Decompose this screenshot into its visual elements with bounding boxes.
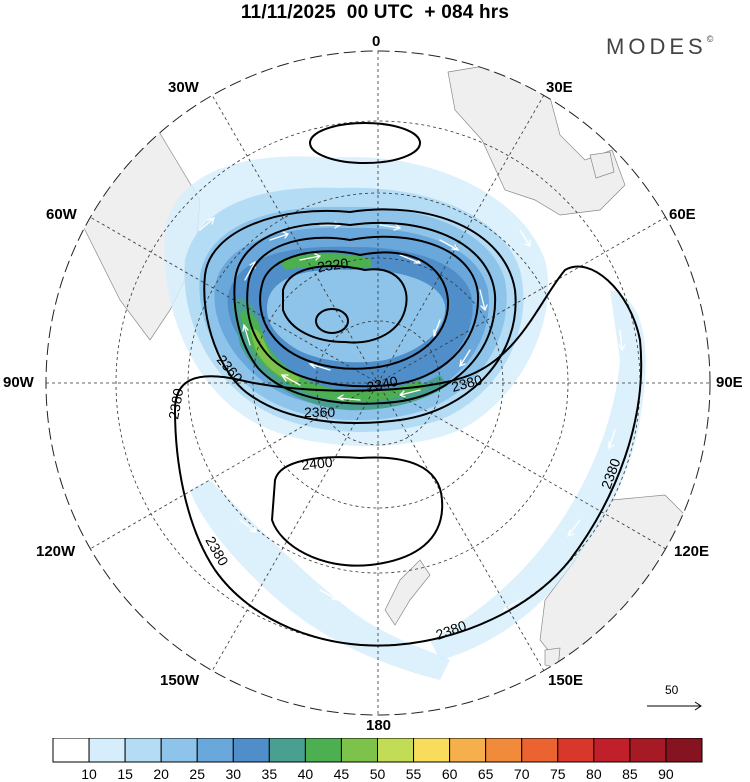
colorbar-swatch <box>268 738 306 763</box>
colorbar-swatch <box>413 738 451 763</box>
height-contours <box>173 122 643 647</box>
lon-label-0: 0 <box>372 33 381 50</box>
wind-vector <box>398 389 421 398</box>
shade-east-band <box>430 290 646 660</box>
colorbar-tick-label: 85 <box>622 766 638 782</box>
contour-low-center <box>315 308 349 334</box>
shade-40 <box>232 298 448 411</box>
colorbar-tick-label: 45 <box>333 766 350 782</box>
contour-2400 <box>270 456 444 567</box>
wind-vector <box>459 349 471 368</box>
colorbar-tick-label: 70 <box>513 766 530 782</box>
contour-label: 2360 <box>304 404 335 420</box>
contour-label: 2340 <box>365 373 399 395</box>
colorbar-swatch <box>340 738 379 763</box>
colorbar-tick-label: 10 <box>81 766 97 782</box>
colorbar-tick-label: 15 <box>117 766 133 782</box>
colorbar-swatch <box>196 738 234 763</box>
map-boundary <box>45 50 711 716</box>
lon-label-30e: 30E <box>546 79 573 96</box>
copyright-mark: © <box>706 34 714 44</box>
contour-label: 2380 <box>165 387 186 421</box>
contour-high-north <box>309 122 421 164</box>
colorbar-swatch <box>88 738 126 763</box>
colorbar-swatch <box>304 738 342 763</box>
land-madagascar <box>589 151 615 179</box>
colorbar-tick-label: 80 <box>586 766 602 782</box>
colorbar-tick-label: 40 <box>297 766 314 782</box>
colorbar-swatch <box>629 738 667 763</box>
contour-2350 <box>233 221 497 405</box>
wind-vector <box>299 253 322 261</box>
lon-label-180: 180 <box>366 717 392 734</box>
colorbar-tick-label: 35 <box>261 766 278 782</box>
lon-label-150w: 150W <box>160 672 200 689</box>
colorbar-swatch <box>485 738 523 763</box>
colorbar-tick-label: 65 <box>477 766 494 782</box>
wind-vector <box>608 429 616 450</box>
wind-vector <box>566 519 581 538</box>
wind-vector <box>319 589 340 601</box>
lon-label-120e: 120E <box>674 543 710 560</box>
wind-vector <box>269 231 290 241</box>
lon-label-150e: 150E <box>548 672 584 689</box>
wind-vector <box>239 519 257 533</box>
colorbar-tick-label: 30 <box>225 766 242 782</box>
wind-vector <box>502 599 521 611</box>
lon-label-90w: 90W <box>3 374 34 391</box>
colorbar-swatch <box>52 738 90 763</box>
contour-2330 <box>259 250 450 370</box>
shade-45-top <box>280 253 372 270</box>
lon-label-90e: 90E <box>716 374 743 391</box>
lon-label-60w: 60W <box>46 206 77 223</box>
reference-vector-arrow <box>647 701 702 711</box>
reference-vector-label: 50 <box>665 683 679 697</box>
meridian-150e-30w <box>211 94 545 672</box>
colorbar-tick-label: 90 <box>658 766 674 782</box>
map-title: 11/11/2025 00 UTC + 084 hrs <box>240 2 510 23</box>
wind-vector <box>379 223 402 231</box>
colorbar-swatch <box>160 738 198 763</box>
colorbar-swatch <box>232 738 270 763</box>
colorbar <box>52 738 703 763</box>
shade-inner-core <box>266 269 446 363</box>
land-new-zealand <box>384 559 431 626</box>
colorbar-swatch <box>665 738 703 763</box>
wind-vector <box>439 239 460 251</box>
colorbar-tick-label: 60 <box>441 766 458 782</box>
colorbar-tick-label: 55 <box>405 766 422 782</box>
colorbar-swatch <box>377 738 415 763</box>
wind-vector <box>242 323 251 346</box>
wind-vector <box>618 329 626 352</box>
colorbar-tick-label: 25 <box>189 766 206 782</box>
wind-vector <box>280 374 301 386</box>
brand-name: MODES <box>606 34 707 59</box>
colorbar-swatch <box>124 738 162 763</box>
contour-2380 <box>173 265 643 647</box>
contour-label: 2320 <box>316 255 349 275</box>
wind-vector <box>479 289 488 312</box>
colorbar-tick-label: 20 <box>153 766 169 782</box>
land-tasmania <box>544 647 561 669</box>
colorbar-tick-label: 50 <box>369 766 386 782</box>
colorbar-swatch <box>593 738 631 763</box>
wind-vector <box>199 216 216 231</box>
lon-label-60e: 60E <box>669 206 696 223</box>
lon-label-30w: 30W <box>168 79 199 96</box>
contour-2340 <box>246 235 480 388</box>
colorbar-swatch <box>521 738 559 763</box>
colorbar-tick-label: 75 <box>549 766 566 782</box>
wind-speed-shading <box>164 156 646 680</box>
colorbar-swatch <box>449 738 487 763</box>
brand-logo: MODES© <box>606 34 713 60</box>
lon-label-120w: 120W <box>36 543 76 560</box>
wind-vector <box>336 394 361 401</box>
wind-vector <box>519 229 531 247</box>
contour-2320 <box>282 265 408 344</box>
contour-label: 2400 <box>301 454 334 473</box>
colorbar-swatch <box>557 738 595 763</box>
contour-label: 2380 <box>450 371 484 395</box>
